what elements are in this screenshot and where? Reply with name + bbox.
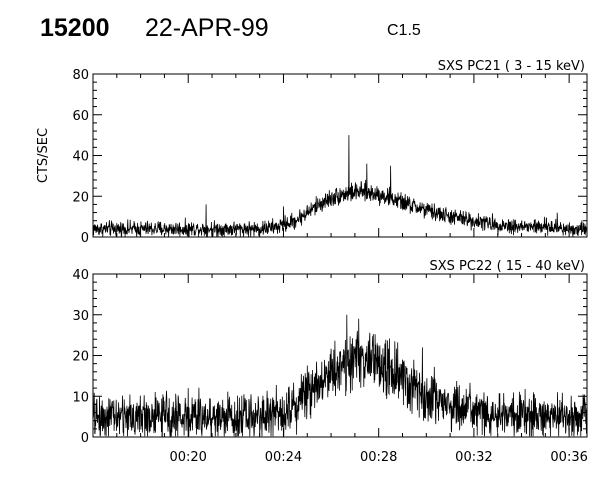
x-tick-label: 00:20 <box>169 450 206 465</box>
series-line-2 <box>92 314 588 438</box>
x-tick-label: 00:28 <box>360 450 397 465</box>
panel-title: SXS PC22 ( 15 - 40 keV) <box>429 259 585 274</box>
event-date: 22-APR-99 <box>145 14 269 42</box>
y-tick-label: 10 <box>72 390 89 405</box>
y-tick-label: 60 <box>72 109 89 124</box>
x-tick-label: 00:32 <box>455 450 492 465</box>
panel-title: SXS PC21 ( 3 - 15 keV) <box>438 59 585 74</box>
plot-frame-1 <box>92 73 588 238</box>
y-tick-label: 30 <box>72 309 89 324</box>
y-tick-label: 0 <box>81 231 89 246</box>
y-tick-label: 0 <box>81 431 89 446</box>
x-tick-label: 00:36 <box>550 450 587 465</box>
y-tick-label: 20 <box>72 190 89 205</box>
y-tick-label: 40 <box>72 268 89 283</box>
y-tick-label: 80 <box>72 68 89 83</box>
y-tick-label: 20 <box>72 350 89 365</box>
event-id: 15200 <box>40 14 110 42</box>
x-tick-label: 00:24 <box>265 450 302 465</box>
y-tick-label: 40 <box>72 150 89 165</box>
series-line-1 <box>92 135 588 238</box>
y-axis-label: CTS/SEC <box>36 128 51 183</box>
goes-class-label: C1.5 <box>387 22 421 39</box>
